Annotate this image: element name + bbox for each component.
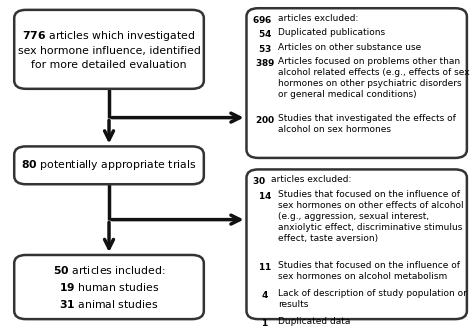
Text: $\bf{53}$: $\bf{53}$ [258,42,272,54]
Text: Duplicated data: Duplicated data [278,317,351,326]
FancyBboxPatch shape [246,169,467,319]
FancyBboxPatch shape [14,255,204,319]
Text: $\bf{54}$: $\bf{54}$ [258,28,272,39]
Text: articles excluded:: articles excluded: [278,14,359,23]
Text: Lack of description of study population or
results: Lack of description of study population … [278,289,467,309]
Text: $\bf{4}$: $\bf{4}$ [261,289,269,300]
Text: $\bf{1}$: $\bf{1}$ [261,317,268,328]
Text: $\bf{776}$ articles which investigated
sex hormone influence, identified
for mor: $\bf{776}$ articles which investigated s… [18,29,201,69]
Text: $\bf{50}$ articles included:
$\bf{19}$ human studies
$\bf{31}$ animal studies: $\bf{50}$ articles included: $\bf{19}$ h… [53,264,165,310]
Text: $\bf{11}$: $\bf{11}$ [258,261,272,272]
Text: $\bf{200}$: $\bf{200}$ [255,114,276,125]
Text: $\bf{389}$: $\bf{389}$ [255,57,276,68]
FancyBboxPatch shape [14,146,204,184]
Text: Articles focused on problems other than
alcohol related effects (e.g., effects o: Articles focused on problems other than … [278,57,470,99]
FancyBboxPatch shape [246,8,467,158]
Text: Studies that focused on the influence of
sex hormones on alcohol metabolism: Studies that focused on the influence of… [278,261,460,281]
Text: $\bf{30}$: $\bf{30}$ [252,175,266,186]
Text: $\bf{14}$: $\bf{14}$ [258,190,272,201]
Text: articles excluded:: articles excluded: [271,175,352,184]
FancyBboxPatch shape [14,10,204,89]
Text: Studies that investigated the effects of
alcohol on sex hormones: Studies that investigated the effects of… [278,114,456,134]
Text: Articles on other substance use: Articles on other substance use [278,42,421,52]
Text: Studies that focused on the influence of
sex hormones on other effects of alcoho: Studies that focused on the influence of… [278,190,464,243]
Text: $\bf{696}$: $\bf{696}$ [252,14,273,25]
Text: Duplicated publications: Duplicated publications [278,28,385,38]
Text: $\bf{80}$ potentially appropriate trials: $\bf{80}$ potentially appropriate trials [21,158,197,172]
